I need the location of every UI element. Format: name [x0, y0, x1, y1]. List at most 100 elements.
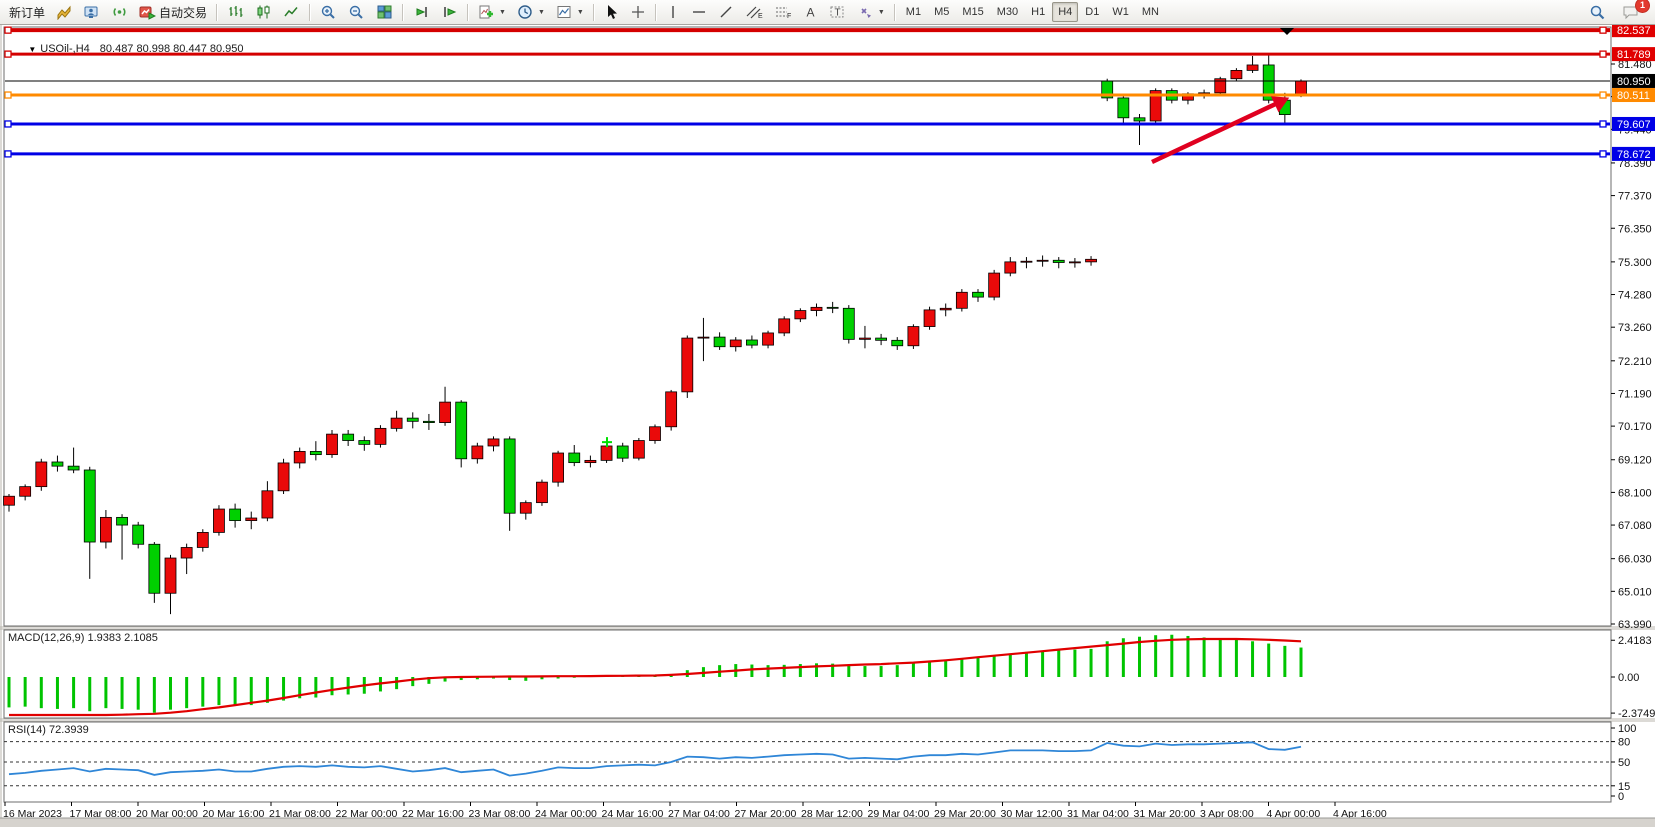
tab-m1[interactable]: M1: [905, 6, 922, 18]
line-anchor[interactable]: [1599, 91, 1607, 99]
line-anchor[interactable]: [1599, 50, 1607, 58]
auto-scroll-button[interactable]: [408, 2, 435, 23]
candle: [1262, 64, 1275, 101]
price-tick-label: 69.120: [1618, 455, 1652, 467]
vertical-line-tool-button[interactable]: [661, 2, 685, 23]
sell-marker-triangle[interactable]: [1280, 28, 1294, 35]
candle: [859, 337, 871, 340]
fibonacci-tool-button[interactable]: F: [769, 2, 797, 23]
trend-arrow[interactable]: [1151, 98, 1283, 165]
price-badge: [1612, 146, 1655, 161]
toolbar-separator: [216, 3, 219, 21]
candle: [503, 438, 516, 514]
rsi-tick-label: 15: [1618, 781, 1630, 793]
time-label: 31 Mar 20:00: [1134, 808, 1196, 820]
chevron-down-icon: ▼: [877, 8, 885, 16]
tab-m30[interactable]: M30: [996, 6, 1019, 18]
rsi-indicator-label: RSI(14) 72.3939: [8, 724, 89, 736]
line-anchor[interactable]: [4, 26, 12, 34]
cursor-tool-button[interactable]: [599, 2, 624, 23]
candle: [67, 465, 80, 471]
time-label: 4 Apr 00:00: [1267, 808, 1321, 820]
tab-h1[interactable]: H1: [1031, 6, 1046, 18]
candle: [1036, 259, 1049, 262]
periods-button[interactable]: ▼: [512, 2, 550, 23]
zoom-out-button[interactable]: [343, 2, 370, 23]
svg-text:T: T: [834, 8, 840, 19]
order-plus-marker[interactable]: [602, 437, 612, 448]
toolbar-separator: [467, 3, 470, 21]
bar-chart-button[interactable]: [222, 2, 249, 23]
candle: [309, 451, 322, 456]
line-anchor[interactable]: [1599, 150, 1607, 158]
candle: [1214, 78, 1227, 94]
trend-arrow-head[interactable]: [1270, 96, 1290, 113]
autotrading-button[interactable]: 自动交易: [134, 2, 212, 23]
price-badge-label: 80.950: [1617, 76, 1651, 88]
vertical-line-icon: [672, 6, 674, 18]
crosshair-tool-button[interactable]: [625, 2, 651, 23]
bars-icon: [229, 6, 243, 17]
signals-button[interactable]: [106, 2, 133, 23]
candle: [697, 336, 710, 339]
candle: [229, 508, 242, 521]
tab-w1[interactable]: W1: [1112, 6, 1129, 18]
line-anchor[interactable]: [1599, 26, 1607, 34]
time-label: 23 Mar 08:00: [469, 808, 531, 820]
candle: [729, 339, 742, 348]
svg-text:F: F: [787, 13, 791, 20]
candle: [180, 547, 193, 559]
line-anchor[interactable]: [4, 50, 12, 58]
tab-h4[interactable]: H4: [1052, 2, 1079, 22]
time-label: 22 Mar 00:00: [336, 808, 398, 820]
price-tick-label: 63.990: [1618, 619, 1652, 631]
trendline-tool-button[interactable]: [713, 2, 739, 23]
price-tick-label: 65.010: [1618, 586, 1652, 598]
new-order-button[interactable]: 新订单: [4, 2, 50, 23]
chart-canvas[interactable]: 81.48080.46079.44078.39077.37076.35075.3…: [0, 23, 1655, 827]
market-watch-button[interactable]: [51, 2, 77, 23]
notifications-button[interactable]: 1: [1617, 0, 1650, 23]
horizontal-line-tool-button[interactable]: [686, 2, 712, 23]
text-tool-button[interactable]: A: [798, 2, 823, 23]
indicators-button[interactable]: ▼: [473, 2, 511, 23]
candle: [939, 307, 952, 311]
svg-text:A: A: [806, 6, 814, 20]
price-tick-label: 75.300: [1618, 257, 1652, 269]
candle: [810, 306, 823, 311]
templates-button[interactable]: ▼: [551, 2, 589, 23]
toolbar-separator: [592, 3, 595, 21]
zoom-in-button[interactable]: [315, 2, 342, 23]
text-icon: A: [806, 6, 814, 20]
tile-windows-button[interactable]: [371, 2, 398, 23]
chart-shift-button[interactable]: [436, 2, 463, 23]
candlestick-chart-button[interactable]: [250, 2, 277, 23]
navigator-button[interactable]: [78, 2, 105, 23]
arrows-tool-button[interactable]: ▼: [852, 2, 890, 23]
price-badge: [1612, 47, 1655, 62]
line-anchor[interactable]: [1599, 120, 1607, 128]
tab-m15[interactable]: M15: [962, 6, 984, 18]
line-anchor[interactable]: [4, 91, 12, 99]
line-chart-button[interactable]: [278, 2, 305, 23]
line-anchor[interactable]: [4, 120, 12, 128]
autotrading-icon: [139, 6, 157, 20]
candle: [794, 310, 807, 320]
tab-d1[interactable]: D1: [1085, 6, 1100, 18]
tab-m5[interactable]: M5: [934, 6, 950, 18]
time-label: 20 Mar 16:00: [203, 808, 265, 820]
channel-tool-button[interactable]: E: [740, 2, 768, 23]
candle: [1133, 117, 1146, 122]
candle: [471, 445, 484, 460]
price-badge-label: 78.672: [1617, 149, 1651, 161]
search-button[interactable]: [1584, 2, 1611, 23]
tab-mn[interactable]: MN: [1141, 6, 1159, 18]
candle: [455, 401, 468, 460]
time-label: 17 Mar 08:00: [70, 808, 132, 820]
text-label-tool-button[interactable]: T: [824, 2, 851, 23]
chart-menu-arrow-icon[interactable]: ▼: [28, 45, 37, 54]
line-anchor[interactable]: [4, 150, 12, 158]
candle: [116, 516, 128, 526]
candle: [1020, 260, 1033, 263]
candle: [778, 318, 791, 334]
